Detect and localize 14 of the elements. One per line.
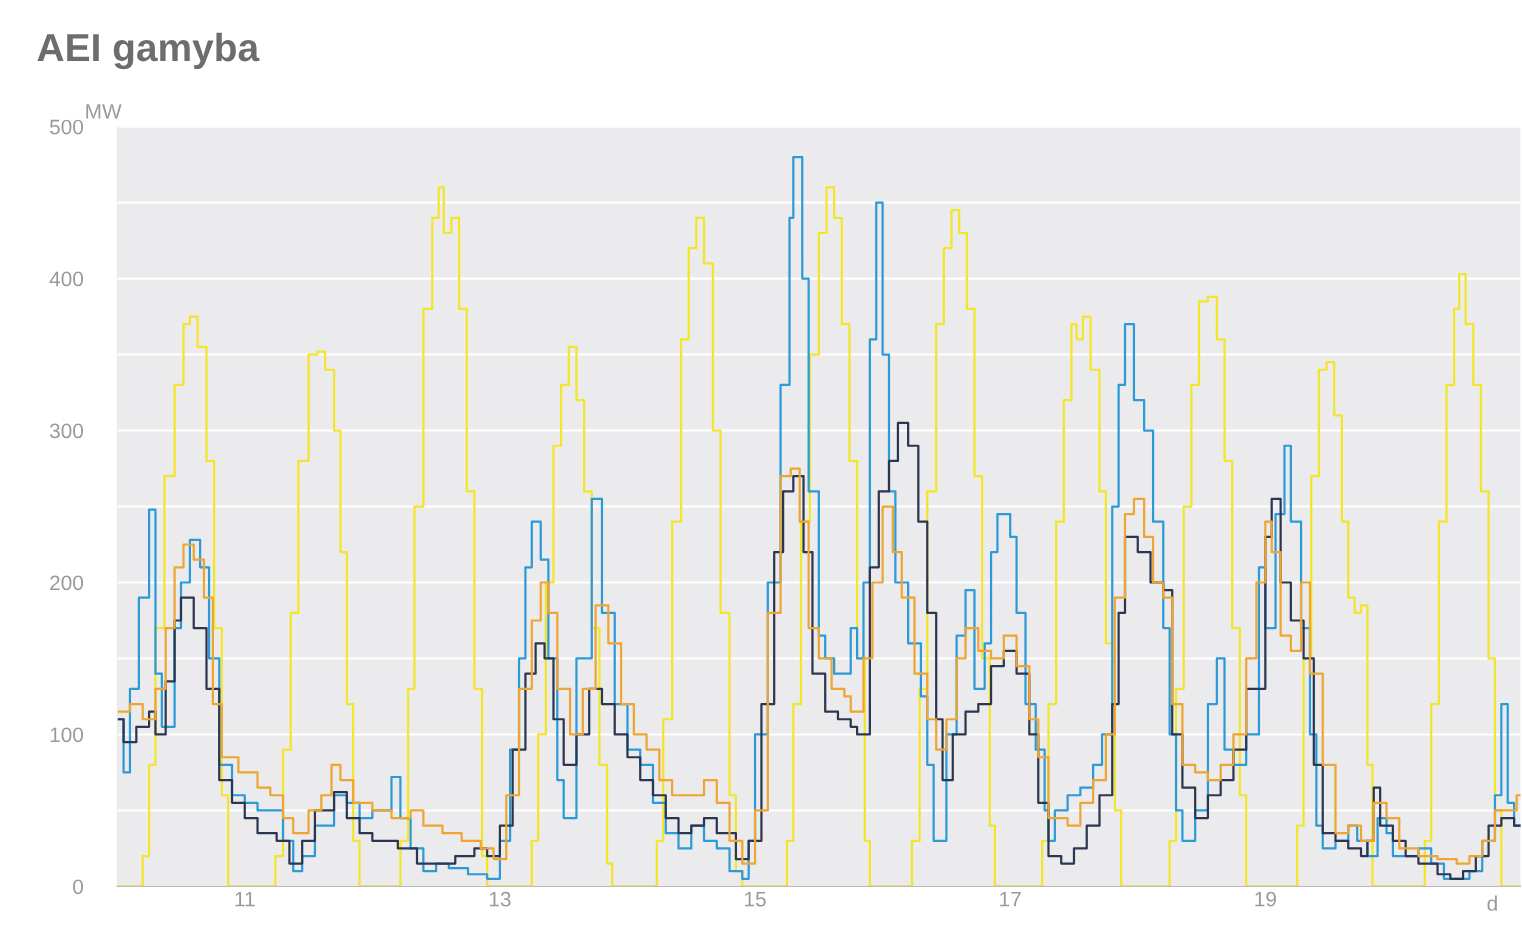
x-tick-label: 11 <box>235 892 255 907</box>
y-axis-title: MW <box>86 104 122 119</box>
chart-title: AEI gamyba <box>37 32 260 70</box>
x-tick-label: 13 <box>489 891 511 907</box>
y-tick-label: 100 <box>50 727 84 743</box>
x-tick-label: 17 <box>1000 892 1021 907</box>
x-axis-title: d <box>1487 895 1497 911</box>
y-tick-label: 500 <box>49 119 84 135</box>
y-tick-label: 300 <box>49 423 84 439</box>
y-tick-label: 400 <box>49 271 84 287</box>
x-tick-label: 19 <box>1255 891 1276 907</box>
y-tick-label: 0 <box>73 879 84 895</box>
x-tick-label: 15 <box>745 892 766 907</box>
y-tick-label: 200 <box>50 575 84 591</box>
